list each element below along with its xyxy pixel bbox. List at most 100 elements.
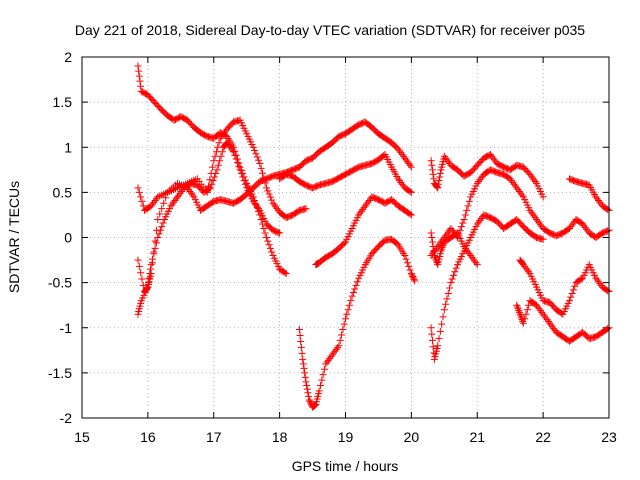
data-point <box>394 145 402 153</box>
data-point <box>429 343 437 351</box>
data-point <box>565 297 573 305</box>
data-point <box>214 143 222 151</box>
data-point <box>516 310 524 318</box>
data-point <box>232 155 240 163</box>
data-point <box>189 191 197 199</box>
data-point <box>266 244 274 252</box>
data-point <box>525 268 533 276</box>
data-point <box>401 154 409 162</box>
data-point <box>464 202 472 210</box>
data-point <box>506 175 514 183</box>
data-point <box>402 255 410 263</box>
data-point <box>135 67 143 75</box>
data-point <box>360 204 368 212</box>
data-point <box>322 360 330 368</box>
data-point <box>205 185 213 193</box>
data-point <box>363 200 371 208</box>
data-point <box>210 157 218 165</box>
data-point <box>252 150 260 158</box>
data-point <box>336 336 344 344</box>
data-point <box>186 187 194 195</box>
data-point <box>464 248 472 256</box>
data-point <box>489 154 497 162</box>
data-point <box>514 305 522 313</box>
data-point <box>295 326 303 334</box>
data-point <box>300 364 308 372</box>
data-point <box>253 203 261 211</box>
data-point <box>465 250 473 258</box>
data-point <box>155 230 163 238</box>
data-point <box>328 351 336 359</box>
y-tick-label: -1 <box>60 320 73 336</box>
data-point <box>208 180 216 188</box>
data-point <box>475 218 483 226</box>
data-point <box>517 314 525 322</box>
data-point <box>233 159 241 167</box>
data-point <box>235 162 243 170</box>
data-point <box>340 239 348 247</box>
data-point <box>473 220 481 228</box>
data-point <box>364 198 372 206</box>
data-point <box>213 166 221 174</box>
data-point <box>209 177 217 185</box>
data-point <box>406 210 414 218</box>
data-point <box>433 259 441 267</box>
data-point <box>547 321 555 329</box>
data-point <box>303 382 311 390</box>
data-point <box>345 301 353 309</box>
data-point <box>340 320 348 328</box>
data-point <box>428 166 436 174</box>
data-point <box>443 295 451 303</box>
data-point <box>330 349 338 357</box>
data-point <box>226 142 234 150</box>
data-point <box>397 149 405 157</box>
data-point <box>515 307 523 315</box>
x-axis-label: GPS time / hours <box>292 458 399 474</box>
data-point <box>304 389 312 397</box>
data-point <box>252 201 260 209</box>
data-point <box>305 396 313 404</box>
data-point <box>525 301 533 309</box>
data-point <box>440 306 448 314</box>
x-tick-label: 22 <box>535 429 551 445</box>
data-point <box>472 259 480 267</box>
data-point <box>212 148 220 156</box>
data-point <box>514 186 522 194</box>
data-point <box>306 397 314 405</box>
data-point <box>332 345 340 353</box>
data-point <box>185 186 193 194</box>
data-point <box>583 225 591 233</box>
data-point <box>176 189 184 197</box>
data-point <box>476 216 484 224</box>
data-point <box>296 332 304 340</box>
data-point <box>276 229 284 237</box>
data-point <box>467 252 475 260</box>
data-point <box>320 365 328 373</box>
data-point <box>160 199 168 207</box>
data-point <box>303 385 311 393</box>
data-point <box>452 264 460 272</box>
series-arc-11 <box>427 229 481 269</box>
data-point <box>344 306 352 314</box>
data-point <box>518 259 526 267</box>
data-point <box>147 270 155 278</box>
data-point <box>513 301 521 309</box>
data-point <box>527 172 535 180</box>
data-point <box>521 262 529 270</box>
y-tick-labels: 2 1.5 1 0.5 0 -0.5 -1 -1.5 -2 <box>48 49 72 426</box>
data-point <box>401 252 409 260</box>
data-point <box>216 134 224 142</box>
data-point <box>151 237 159 245</box>
data-point <box>151 196 159 204</box>
data-point <box>147 202 155 210</box>
data-point <box>427 157 435 165</box>
chart-title: Day 221 of 2018, Sidereal Day-to-day VTE… <box>75 22 585 38</box>
data-point <box>447 224 455 232</box>
data-point <box>523 266 531 274</box>
data-point <box>218 148 226 156</box>
series-arc-7 <box>295 235 419 411</box>
data-point <box>261 229 269 237</box>
x-tick-label: 23 <box>601 429 617 445</box>
data-point <box>535 219 543 227</box>
data-point <box>282 270 290 278</box>
